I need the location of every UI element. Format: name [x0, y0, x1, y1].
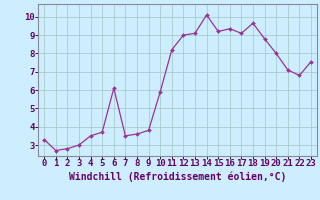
X-axis label: Windchill (Refroidissement éolien,°C): Windchill (Refroidissement éolien,°C) — [69, 171, 286, 182]
